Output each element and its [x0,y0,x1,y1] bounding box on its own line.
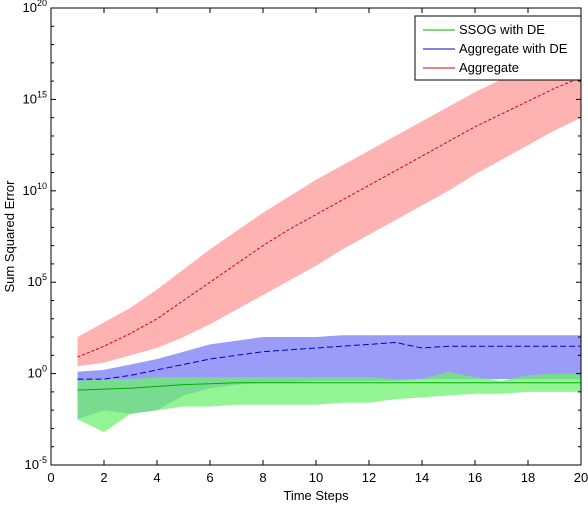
y-tick-label: 1010 [23,181,47,198]
series-lines [77,77,582,391]
x-tick-label: 6 [206,470,213,485]
x-axis-ticks: 0 2 4 6 8 10 12 14 16 18 20 [47,8,588,485]
x-tick-label: 10 [309,470,323,485]
band-aggregate-with-de [77,335,581,420]
legend-box [414,15,582,81]
line-ssog-with-de [77,382,581,391]
x-tick-label: 18 [521,470,535,485]
legend-label: Aggregate with DE [459,41,568,56]
x-tick-label: 14 [415,470,429,485]
legend: SSOG with DE Aggregate with DE Aggregate [414,15,582,81]
y-tick-label: 105 [28,272,47,289]
line-aggregate-with-de [77,341,581,380]
y-axis-label: Sum Squared Error [2,180,17,293]
x-tick-label: 12 [362,470,376,485]
x-tick-label: 20 [574,470,588,485]
confidence-bands [77,40,581,433]
y-tick-label: 1020 [23,0,47,15]
y-tick-label: 1015 [23,89,47,106]
legend-label: SSOG with DE [459,22,545,37]
y-tick-label: 100 [28,364,47,381]
x-tick-label: 8 [259,470,266,485]
x-tick-label: 2 [100,470,107,485]
y-axis-ticks: 10-5 100 105 1010 1015 1020 [23,0,581,472]
band-ssog-with-de [77,371,581,433]
band-aggregate [77,40,581,367]
x-tick-label: 4 [153,470,160,485]
y-tick-label: 10-5 [25,455,47,472]
x-tick-label: 16 [468,470,482,485]
x-axis-label: Time Steps [283,488,349,503]
legend-label: Aggregate [459,60,519,75]
x-tick-label: 0 [47,470,54,485]
